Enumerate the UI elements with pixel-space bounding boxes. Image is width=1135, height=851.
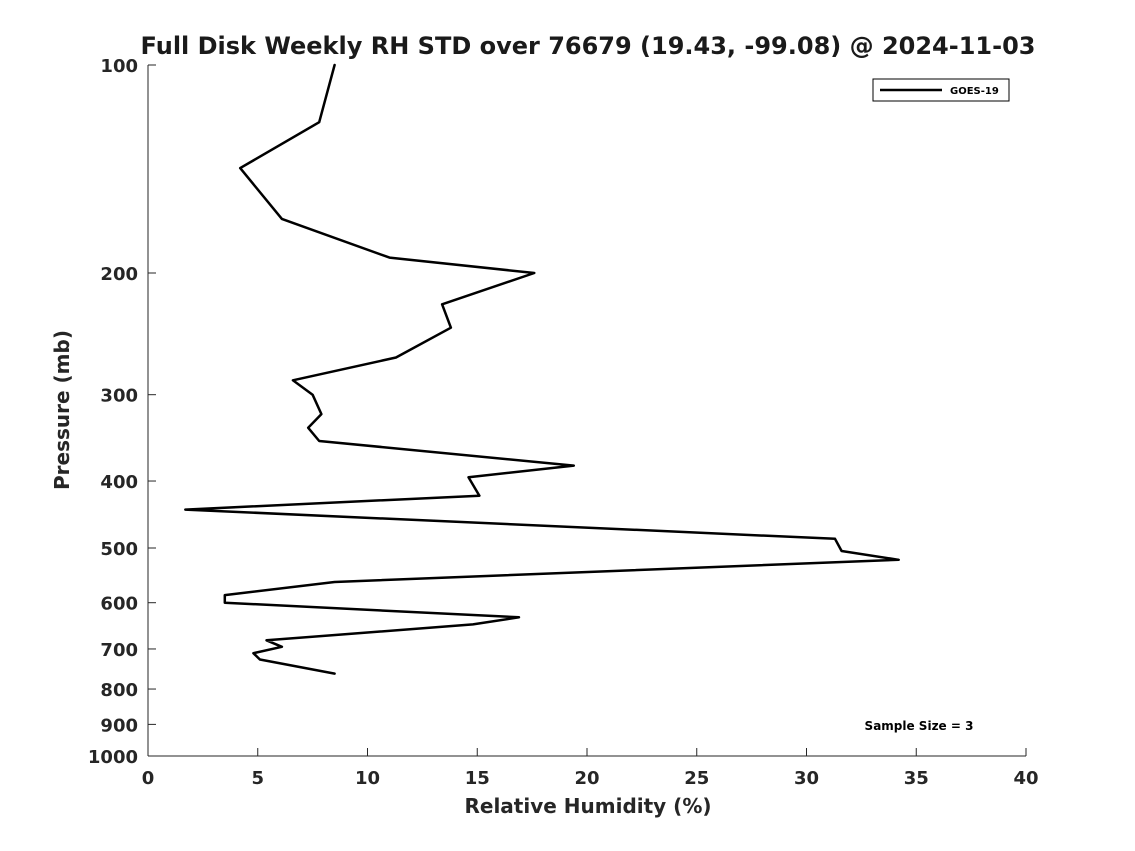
x-tick-label: 35 bbox=[904, 768, 929, 789]
y-tick-label: 100 bbox=[100, 56, 138, 77]
series-line-goes-19 bbox=[184, 63, 900, 675]
y-tick-label: 400 bbox=[100, 472, 138, 493]
y-tick-label: 200 bbox=[100, 264, 138, 285]
legend: GOES-19 bbox=[872, 78, 1010, 102]
sample-size-annotation: Sample Size = 3 bbox=[865, 719, 974, 733]
y-tick-label: 700 bbox=[100, 640, 138, 661]
y-tick-label: 900 bbox=[100, 715, 138, 736]
legend-label: GOES-19 bbox=[950, 86, 999, 97]
x-tick-label: 0 bbox=[142, 768, 155, 789]
y-axis-label: Pressure (mb) bbox=[50, 330, 74, 490]
x-tick-label: 5 bbox=[251, 768, 264, 789]
x-tick-label: 20 bbox=[574, 768, 599, 789]
x-tick-label: 15 bbox=[465, 768, 490, 789]
series-layer bbox=[184, 63, 900, 675]
y-tick-label: 300 bbox=[100, 386, 138, 407]
x-tick-label: 25 bbox=[684, 768, 709, 789]
chart-title: Full Disk Weekly RH STD over 76679 (19.4… bbox=[141, 32, 1036, 60]
y-tick-label: 500 bbox=[100, 539, 138, 560]
plot-axes: 0 5 10 15 20 25 30 35 40 100 200 300 400 500 600 700 800… bbox=[88, 56, 1039, 789]
y-tick-label: 800 bbox=[100, 680, 138, 701]
x-tick-label: 40 bbox=[1013, 768, 1038, 789]
y-tick-label: 1000 bbox=[88, 747, 138, 768]
x-axis-label: Relative Humidity (%) bbox=[464, 794, 711, 818]
x-tick-label: 30 bbox=[794, 768, 819, 789]
y-tick-label: 600 bbox=[100, 594, 138, 615]
x-tick-label: 10 bbox=[355, 768, 380, 789]
